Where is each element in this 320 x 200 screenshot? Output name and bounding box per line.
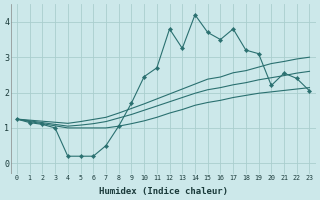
X-axis label: Humidex (Indice chaleur): Humidex (Indice chaleur) [99,187,228,196]
